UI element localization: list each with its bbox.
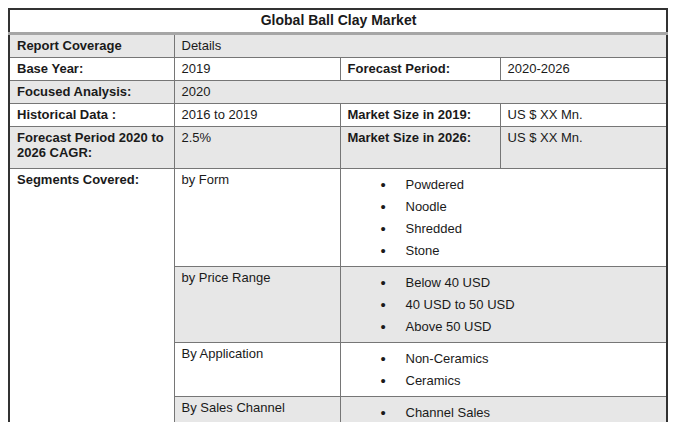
market-size-2026-value: US $ XX Mn. bbox=[500, 127, 667, 169]
focused-analysis-value: 2020 bbox=[174, 81, 667, 104]
table-title: Global Ball Clay Market bbox=[9, 9, 667, 34]
list-item: 40 USD to 50 USD bbox=[348, 294, 661, 316]
forecast-period-value: 2020-2026 bbox=[500, 58, 667, 81]
forecast-cagr-label: Forecast Period 2020 to 2026 CAGR: bbox=[9, 127, 174, 169]
report-coverage-label: Report Coverage bbox=[9, 34, 174, 58]
list-item: Noodle bbox=[348, 196, 661, 218]
bullet-list: Powdered Noodle Shredded Stone bbox=[348, 172, 661, 264]
forecast-period-label: Forecast Period: bbox=[340, 58, 500, 81]
bullet-list: Non-Ceramics Ceramics bbox=[348, 346, 661, 394]
row-historical-data: Historical Data : 2016 to 2019 Market Si… bbox=[9, 104, 667, 127]
segments-covered-label: Segments Covered: bbox=[9, 169, 174, 422]
segment-application-items: Non-Ceramics Ceramics bbox=[340, 343, 667, 397]
list-item: Ceramics bbox=[348, 370, 661, 392]
title-row: Global Ball Clay Market bbox=[9, 9, 667, 34]
market-size-2026-label: Market Size in 2026: bbox=[340, 127, 500, 169]
list-item: Below 40 USD bbox=[348, 272, 661, 294]
forecast-cagr-value: 2.5% bbox=[174, 127, 340, 169]
list-item: Shredded bbox=[348, 218, 661, 240]
list-item: Powdered bbox=[348, 174, 661, 196]
row-forecast-cagr: Forecast Period 2020 to 2026 CAGR: 2.5% … bbox=[9, 127, 667, 169]
market-summary-table: Global Ball Clay Market Report Coverage … bbox=[8, 8, 668, 422]
list-item: Non-Ceramics bbox=[348, 348, 661, 370]
segment-sales-channel-name: By Sales Channel bbox=[174, 397, 340, 422]
list-item: Channel Sales bbox=[348, 402, 661, 422]
market-size-2019-value: US $ XX Mn. bbox=[500, 104, 667, 127]
row-base-year: Base Year: 2019 Forecast Period: 2020-20… bbox=[9, 58, 667, 81]
focused-analysis-label: Focused Analysis: bbox=[9, 81, 174, 104]
historical-data-value: 2016 to 2019 bbox=[174, 104, 340, 127]
segment-form-items: Powdered Noodle Shredded Stone bbox=[340, 169, 667, 267]
segment-sales-channel-items: Channel Sales Direct Sales bbox=[340, 397, 667, 422]
historical-data-label: Historical Data : bbox=[9, 104, 174, 127]
row-segment-form: Segments Covered: by Form Powdered Noodl… bbox=[9, 169, 667, 267]
row-focused-analysis: Focused Analysis: 2020 bbox=[9, 81, 667, 104]
report-summary-page: Global Ball Clay Market Report Coverage … bbox=[0, 0, 674, 422]
bullet-list: Below 40 USD 40 USD to 50 USD Above 50 U… bbox=[348, 270, 661, 340]
report-coverage-value: Details bbox=[174, 34, 667, 58]
list-item: Above 50 USD bbox=[348, 316, 661, 338]
list-item: Stone bbox=[348, 240, 661, 262]
base-year-value: 2019 bbox=[174, 58, 340, 81]
row-report-coverage: Report Coverage Details bbox=[9, 34, 667, 58]
market-size-2019-label: Market Size in 2019: bbox=[340, 104, 500, 127]
base-year-label: Base Year: bbox=[9, 58, 174, 81]
segment-form-name: by Form bbox=[174, 169, 340, 267]
bullet-list: Channel Sales Direct Sales bbox=[348, 400, 661, 422]
segment-price-range-name: by Price Range bbox=[174, 267, 340, 343]
segment-application-name: By Application bbox=[174, 343, 340, 397]
segment-price-range-items: Below 40 USD 40 USD to 50 USD Above 50 U… bbox=[340, 267, 667, 343]
